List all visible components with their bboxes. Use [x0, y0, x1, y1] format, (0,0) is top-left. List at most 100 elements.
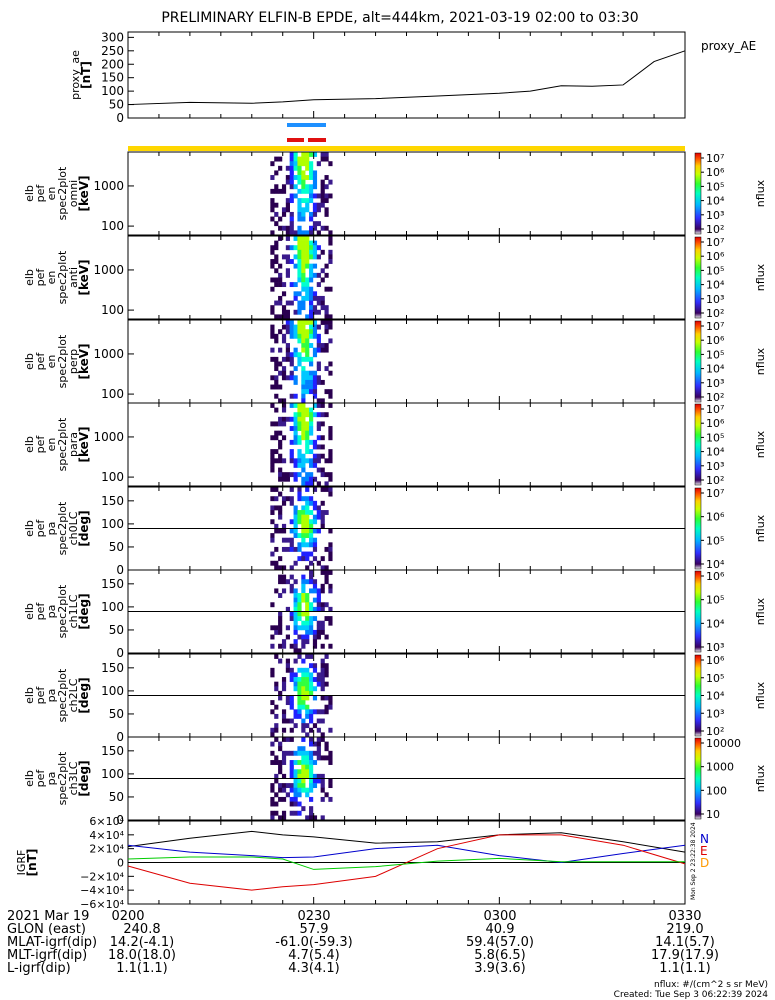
- spec-cell: [316, 338, 321, 344]
- spec-cell: [278, 444, 283, 450]
- spec-cell: [297, 305, 302, 311]
- spec-cell: [312, 225, 318, 231]
- spec-cell: [301, 356, 306, 362]
- spec-cell: [293, 620, 298, 626]
- spec-cell: [285, 472, 290, 478]
- spec-cell: [289, 320, 294, 325]
- spec-cell: [328, 546, 333, 552]
- spec-cell: [309, 333, 314, 339]
- spec-cell: [270, 356, 275, 362]
- spec-cell: [289, 449, 294, 455]
- spec-cell: [316, 481, 321, 487]
- spec-cell: [293, 309, 298, 315]
- spec-cell: [274, 188, 279, 194]
- spec-cell: [270, 175, 275, 180]
- spec-cell: [274, 221, 279, 227]
- spec-cell: [293, 426, 298, 431]
- spec-cell: [309, 677, 314, 682]
- spec-cell: [289, 760, 294, 765]
- spec-cell: [316, 202, 321, 208]
- spec-cell: [293, 602, 298, 608]
- spec-cell: [293, 792, 298, 798]
- spec-cell: [320, 453, 325, 459]
- spec-cell: [305, 379, 310, 385]
- spec-cell: [285, 625, 290, 631]
- spec-cell: [278, 398, 283, 404]
- spec-ylabel-0: elb: [23, 770, 36, 787]
- spec-cell: [312, 324, 318, 330]
- spec-cell: [293, 750, 298, 756]
- spec-cell: [312, 347, 318, 353]
- colorbar-label: nflux: [754, 347, 767, 375]
- spec-cell: [324, 211, 329, 217]
- spec-cell: [320, 487, 325, 492]
- spec-cell: [312, 634, 318, 640]
- spec-cell: [305, 165, 310, 171]
- colorbar-tick-label: 10²: [706, 474, 724, 487]
- spec-cell: [274, 245, 279, 251]
- spec-cell: [316, 207, 321, 213]
- spec-cell: [274, 686, 279, 692]
- spec-cell: [297, 602, 302, 608]
- spec-cell: [297, 407, 302, 413]
- spec-cell: [285, 329, 290, 335]
- spec-cell: [309, 588, 314, 594]
- spec-cell: [312, 179, 318, 185]
- spec-cell: [328, 361, 333, 367]
- spec-cell: [281, 709, 287, 715]
- spec-cell: [278, 796, 283, 802]
- spec-cell: [312, 329, 318, 335]
- spec-cell: [293, 295, 298, 301]
- spec-cell: [320, 620, 325, 626]
- spec-cell: [285, 236, 290, 241]
- spec-cell: [301, 783, 306, 789]
- spec-cell: [312, 170, 318, 176]
- spec-cell: [301, 170, 306, 176]
- spec-cell: [320, 667, 325, 673]
- spec-cell: [312, 240, 318, 246]
- spec-cell: [293, 686, 298, 692]
- spec-cell: [305, 713, 310, 719]
- spec-cell: [324, 602, 329, 608]
- spec-cell: [320, 300, 325, 306]
- spec-cell: [285, 537, 290, 543]
- spec-ylabel-5: [deg]: [77, 510, 91, 546]
- spec-ylabel-3: spec2plot: [56, 584, 69, 638]
- spec-cell: [328, 588, 333, 594]
- status-bars: [128, 123, 685, 151]
- spec-cell: [309, 606, 314, 612]
- spec-cell: [281, 291, 287, 297]
- spec-cell: [320, 570, 325, 575]
- spec-cell: [270, 202, 275, 208]
- igrf-legend-E: E: [700, 844, 708, 858]
- spec-cell: [274, 565, 279, 571]
- spec-cell: [297, 713, 302, 719]
- colorbar-tick-label: 10⁵: [706, 672, 724, 685]
- bar-fgm-2: [308, 138, 326, 142]
- spec-cell: [320, 732, 325, 738]
- spec-cell: [305, 620, 310, 626]
- spec-cell: [281, 523, 287, 529]
- spec-cell: [297, 198, 302, 204]
- spec-cell: [270, 467, 275, 473]
- spec-cell: [289, 179, 294, 185]
- spec-cell: [301, 184, 306, 190]
- spec-cell: [312, 667, 318, 673]
- spec-cell: [312, 389, 318, 395]
- spec-cell: [309, 760, 314, 765]
- spec-cell: [270, 263, 275, 269]
- spec-cell: [301, 453, 306, 459]
- spec-cell: [293, 439, 298, 445]
- spec-cell: [289, 519, 294, 525]
- ephem-mlt-3: 17.9(17.9): [651, 948, 719, 963]
- spec-cell: [305, 755, 310, 761]
- spec-cell: [309, 430, 314, 436]
- spec-cell: [293, 787, 298, 793]
- spec-cell: [324, 193, 329, 199]
- colorbar-label: nflux: [754, 514, 767, 542]
- spec-cell: [305, 593, 310, 598]
- spec-cell: [281, 686, 287, 692]
- spec-cell: [309, 476, 314, 482]
- spec-cell: [274, 629, 279, 635]
- spec-cell: [270, 810, 275, 816]
